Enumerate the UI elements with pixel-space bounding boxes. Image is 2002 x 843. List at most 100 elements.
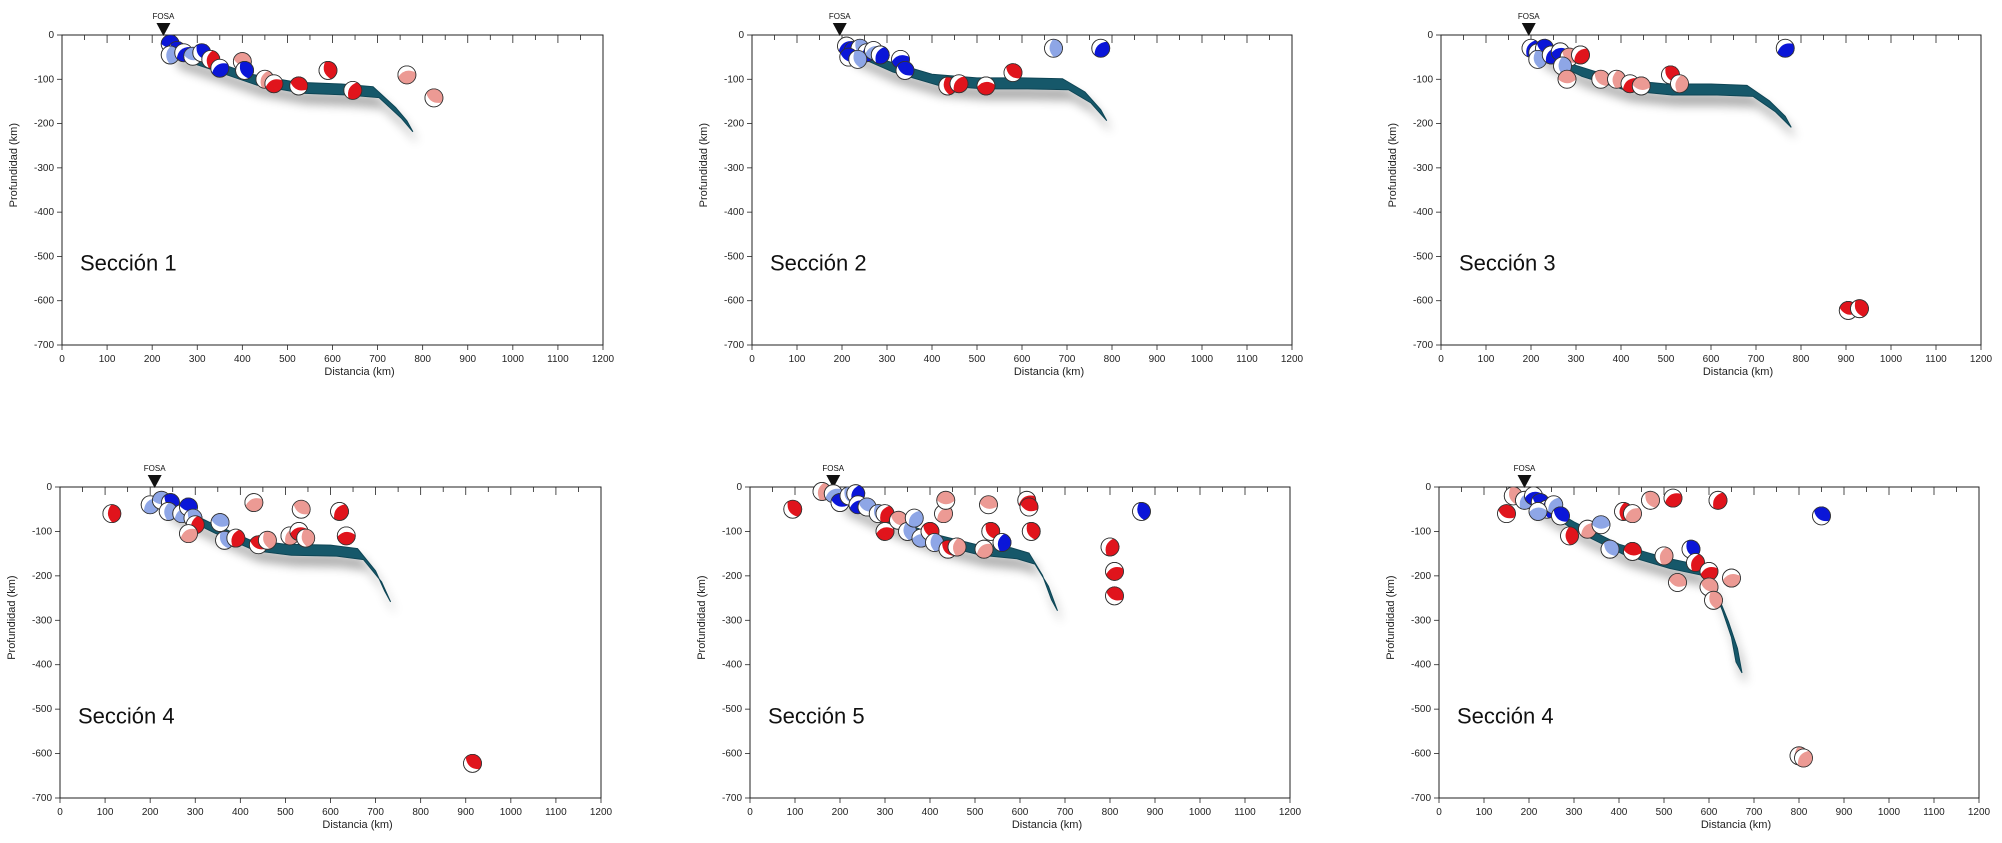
x-axis-label: Distancia (km) bbox=[1014, 366, 1084, 378]
event-ball-lobe bbox=[1027, 497, 1034, 508]
plot-frame bbox=[1440, 34, 1982, 346]
event-ball-outline bbox=[1100, 537, 1120, 557]
y-tick-label: -300 bbox=[1413, 163, 1433, 174]
focal-mechanism-normal bbox=[1100, 537, 1120, 557]
x-tick-label: 300 bbox=[1566, 807, 1583, 818]
event-ball-lobe bbox=[1860, 300, 1869, 311]
event-ball-outline bbox=[1623, 542, 1642, 561]
y-axis-label: Profundidad (km) bbox=[698, 123, 710, 207]
event-ball-lobe bbox=[919, 538, 927, 548]
event-ball-lobe bbox=[1562, 70, 1569, 80]
focal-mechanism-normal bbox=[289, 75, 309, 96]
x-tick-label: 100 bbox=[1478, 354, 1495, 365]
event-ball-lobe bbox=[1822, 505, 1828, 517]
focal-mechanism-normal bbox=[330, 502, 350, 521]
focal-mechanism-normal_light bbox=[1670, 74, 1690, 94]
event-ball-lobe bbox=[1714, 593, 1723, 603]
focal-mechanism-normal bbox=[783, 499, 803, 519]
x-tick-label: 0 bbox=[1436, 807, 1442, 818]
focal-mechanism-thrust bbox=[210, 58, 230, 78]
chart-panel-6: 0 100 200 300 400 500 600 700 800 900 1000 1100 1200… bbox=[1385, 464, 1991, 831]
event-ball-outline bbox=[318, 61, 338, 80]
trench-marker bbox=[1517, 475, 1532, 488]
event-ball-lobe bbox=[1114, 585, 1121, 597]
x-tick-label: 800 bbox=[412, 807, 429, 818]
x-tick-label: 500 bbox=[277, 807, 294, 818]
event-ball-outline bbox=[296, 528, 316, 548]
focal-mechanism-thrust_light bbox=[1044, 38, 1063, 58]
event-ball-lobe bbox=[879, 55, 891, 61]
focal-mechanism-thrust bbox=[1132, 502, 1151, 521]
event-ball-outline bbox=[463, 753, 482, 773]
x-tick-label: 400 bbox=[232, 807, 249, 818]
y-tick-label: -600 bbox=[722, 749, 742, 760]
event-ball-outline bbox=[1623, 504, 1642, 524]
x-tick-label: 1100 bbox=[545, 807, 567, 818]
event-ball-lobe bbox=[957, 85, 969, 91]
event-ball-outline bbox=[1591, 515, 1611, 535]
trench-marker bbox=[826, 475, 841, 488]
event-ball-lobe bbox=[272, 84, 282, 93]
event-ball-lobe bbox=[306, 532, 315, 540]
chart-panel-3: 0 100 200 300 400 500 600 700 800 900 1000 1100 1200… bbox=[1387, 12, 1993, 378]
event-ball-lobe bbox=[979, 495, 998, 509]
event-ball-lobe bbox=[956, 543, 967, 550]
event-ball-lobe bbox=[344, 536, 352, 545]
event-ball-outline bbox=[1663, 488, 1683, 508]
x-tick-label: 200 bbox=[144, 354, 161, 365]
y-tick-label: 0 bbox=[1427, 30, 1433, 41]
event-ball-lobe bbox=[913, 519, 925, 525]
event-ball-outline bbox=[343, 80, 363, 100]
x-tick-label: 200 bbox=[142, 807, 159, 818]
x-tick-label: 0 bbox=[747, 807, 753, 818]
event-ball-outline bbox=[949, 74, 969, 94]
y-tick-label: -100 bbox=[1413, 74, 1433, 85]
x-tick-label: 1200 bbox=[1970, 354, 1993, 365]
y-tick-label: -700 bbox=[724, 340, 744, 351]
event-ball-lobe bbox=[1668, 573, 1687, 587]
trench-marker bbox=[832, 23, 847, 36]
event-ball-outline bbox=[1668, 573, 1687, 592]
event-ball-outline bbox=[848, 49, 868, 69]
event-ball-lobe bbox=[186, 534, 197, 543]
event-ball-outline bbox=[1812, 506, 1831, 526]
section-title: Sección 4 bbox=[78, 703, 175, 728]
focal-mechanism-normal bbox=[102, 504, 122, 524]
event-ball-lobe bbox=[1708, 576, 1715, 588]
event-ball-lobe bbox=[405, 75, 414, 84]
events bbox=[783, 482, 1151, 606]
event-ball-outline bbox=[330, 502, 349, 521]
event-ball-lobe bbox=[171, 493, 179, 504]
y-tick-label: -100 bbox=[1411, 526, 1431, 537]
y-tick-label: -600 bbox=[1411, 749, 1431, 760]
event-ball-outline bbox=[1775, 38, 1795, 58]
event-ball-outline bbox=[1528, 502, 1548, 521]
event-ball-lobe bbox=[1596, 515, 1604, 525]
y-tick-label: 0 bbox=[1425, 482, 1431, 493]
event-ball-lobe bbox=[1541, 492, 1547, 504]
y-tick-label: -300 bbox=[724, 163, 744, 174]
event-ball-lobe bbox=[1651, 491, 1659, 502]
focal-mechanism-normal bbox=[949, 74, 969, 94]
focal-mechanism-normal_light bbox=[1641, 490, 1660, 510]
chart-panel-1: 0 100 200 300 400 500 600 700 800 900 1000 1100 1200… bbox=[8, 12, 615, 378]
x-axis-label: Distancia (km) bbox=[1012, 819, 1082, 831]
event-ball-lobe bbox=[1032, 523, 1041, 534]
focal-mechanism-normal_light bbox=[296, 528, 316, 548]
focal-mechanism-normal_light bbox=[979, 495, 998, 515]
event-ball-lobe bbox=[1001, 540, 1012, 547]
x-tick-label: 700 bbox=[1059, 354, 1076, 365]
focal-mechanism-normal_light bbox=[424, 87, 444, 108]
x-tick-label: 700 bbox=[1057, 807, 1074, 818]
event-ball-outline bbox=[1794, 748, 1813, 768]
event-ball-lobe bbox=[1717, 500, 1728, 507]
plot-frame bbox=[749, 486, 1291, 799]
focal-mechanism-normal_light bbox=[257, 530, 277, 550]
event-ball-lobe bbox=[328, 63, 338, 73]
event-ball-outline bbox=[1850, 299, 1869, 319]
focal-mechanism-normal bbox=[1003, 62, 1023, 83]
x-tick-label: 300 bbox=[877, 807, 894, 818]
x-tick-label: 0 bbox=[749, 354, 755, 365]
event-ball-lobe bbox=[1802, 759, 1814, 765]
focal-mechanism-thrust bbox=[235, 61, 254, 80]
